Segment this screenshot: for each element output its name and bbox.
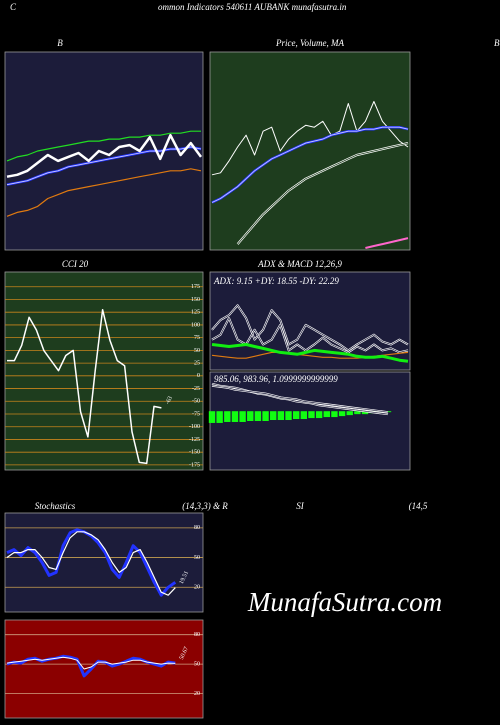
current-value: 50.67 [179,646,190,661]
histogram-bar [346,411,353,416]
series-line [6,168,202,217]
y-tick-label: 20 [194,585,200,591]
y-tick-label: 20 [194,691,200,697]
series-line [6,133,203,178]
chart-title: Stochastics [35,501,76,511]
series-line [6,130,201,162]
y-tick-label: -175 [189,462,200,468]
histogram-bar [270,411,277,421]
y-tick-label: 150 [191,297,200,303]
chart-subtitle: (14,3,3) & R [182,501,228,511]
y-tick-label: -25 [192,386,200,392]
current-value: 19.51 [179,570,190,585]
edge-label: B [494,38,500,48]
histogram-bar [254,411,262,421]
y-tick-label: 125 [191,310,200,316]
series-line-core [237,142,409,245]
histogram-bar [315,411,323,419]
y-tick-label: 50 [194,661,200,667]
chart-title: SI [296,501,305,511]
chart-title: CCI 20 [62,259,89,269]
y-tick-label: 0 [197,373,200,379]
histogram-bar [262,411,269,421]
histogram-bar [247,411,254,421]
histogram-bar [216,411,223,423]
histogram-bar [323,411,330,418]
y-tick-label: -75 [192,411,200,417]
histogram-bar [292,411,300,420]
y-tick-label: -50 [192,399,200,405]
series-line-core [211,385,389,413]
histogram-bar [224,411,231,422]
y-tick-label: 80 [194,525,200,531]
histogram-bar [300,411,308,420]
current-value: -63 [165,396,174,406]
histogram-bar [239,411,246,422]
y-tick-label: 50 [194,555,200,561]
y-tick-label: 25 [194,360,200,366]
panel [4,619,204,719]
panel [4,512,204,613]
annotation: 985.06, 983.96, 1.0999999999999 [214,374,338,384]
histogram-bar [361,411,369,415]
histogram-bar [338,411,346,417]
panel [4,271,204,471]
series-line [211,343,409,363]
chart-subtitle: (14,5 [409,501,428,511]
annotation: ADX: 9.15 +DY: 18.55 -DY: 22.29 [213,276,339,286]
y-tick-label: 80 [194,632,200,638]
chart-title: B [57,38,63,48]
y-tick-label: 75 [194,335,200,341]
chart-title: ADX & MACD 12,26,9 [257,259,342,269]
histogram-bar [277,411,285,421]
watermark: MunafaSutra.com [247,587,442,617]
y-tick-label: -100 [189,424,200,430]
y-tick-label: 175 [191,284,200,290]
panel [209,371,411,471]
chart-title: Price, Volume, MA [275,38,344,48]
series-line [6,528,177,597]
panel [209,271,411,371]
panel [209,51,411,251]
series-line-core [211,304,409,351]
series-line [6,531,176,596]
series-line [6,656,176,670]
series-line-core [6,146,202,186]
y-tick-label: -125 [189,437,200,443]
series-line [365,237,409,249]
series-line [211,101,409,176]
edge-label: C [10,2,17,12]
page-header: ommon Indicators 540611 AUBANK munafasut… [158,2,347,12]
series-line-core [211,126,409,203]
panel [4,51,204,251]
series-line [7,308,162,465]
histogram-bar [231,411,239,422]
y-tick-label: 50 [194,348,200,354]
histogram-bar [354,411,361,415]
y-tick-label: 100 [191,322,200,328]
histogram-bar [308,411,315,419]
histogram-bar [208,411,216,423]
histogram-bar [285,411,292,421]
series-line-core [211,383,389,415]
histogram-bar [331,411,338,418]
y-tick-label: -150 [189,450,200,456]
